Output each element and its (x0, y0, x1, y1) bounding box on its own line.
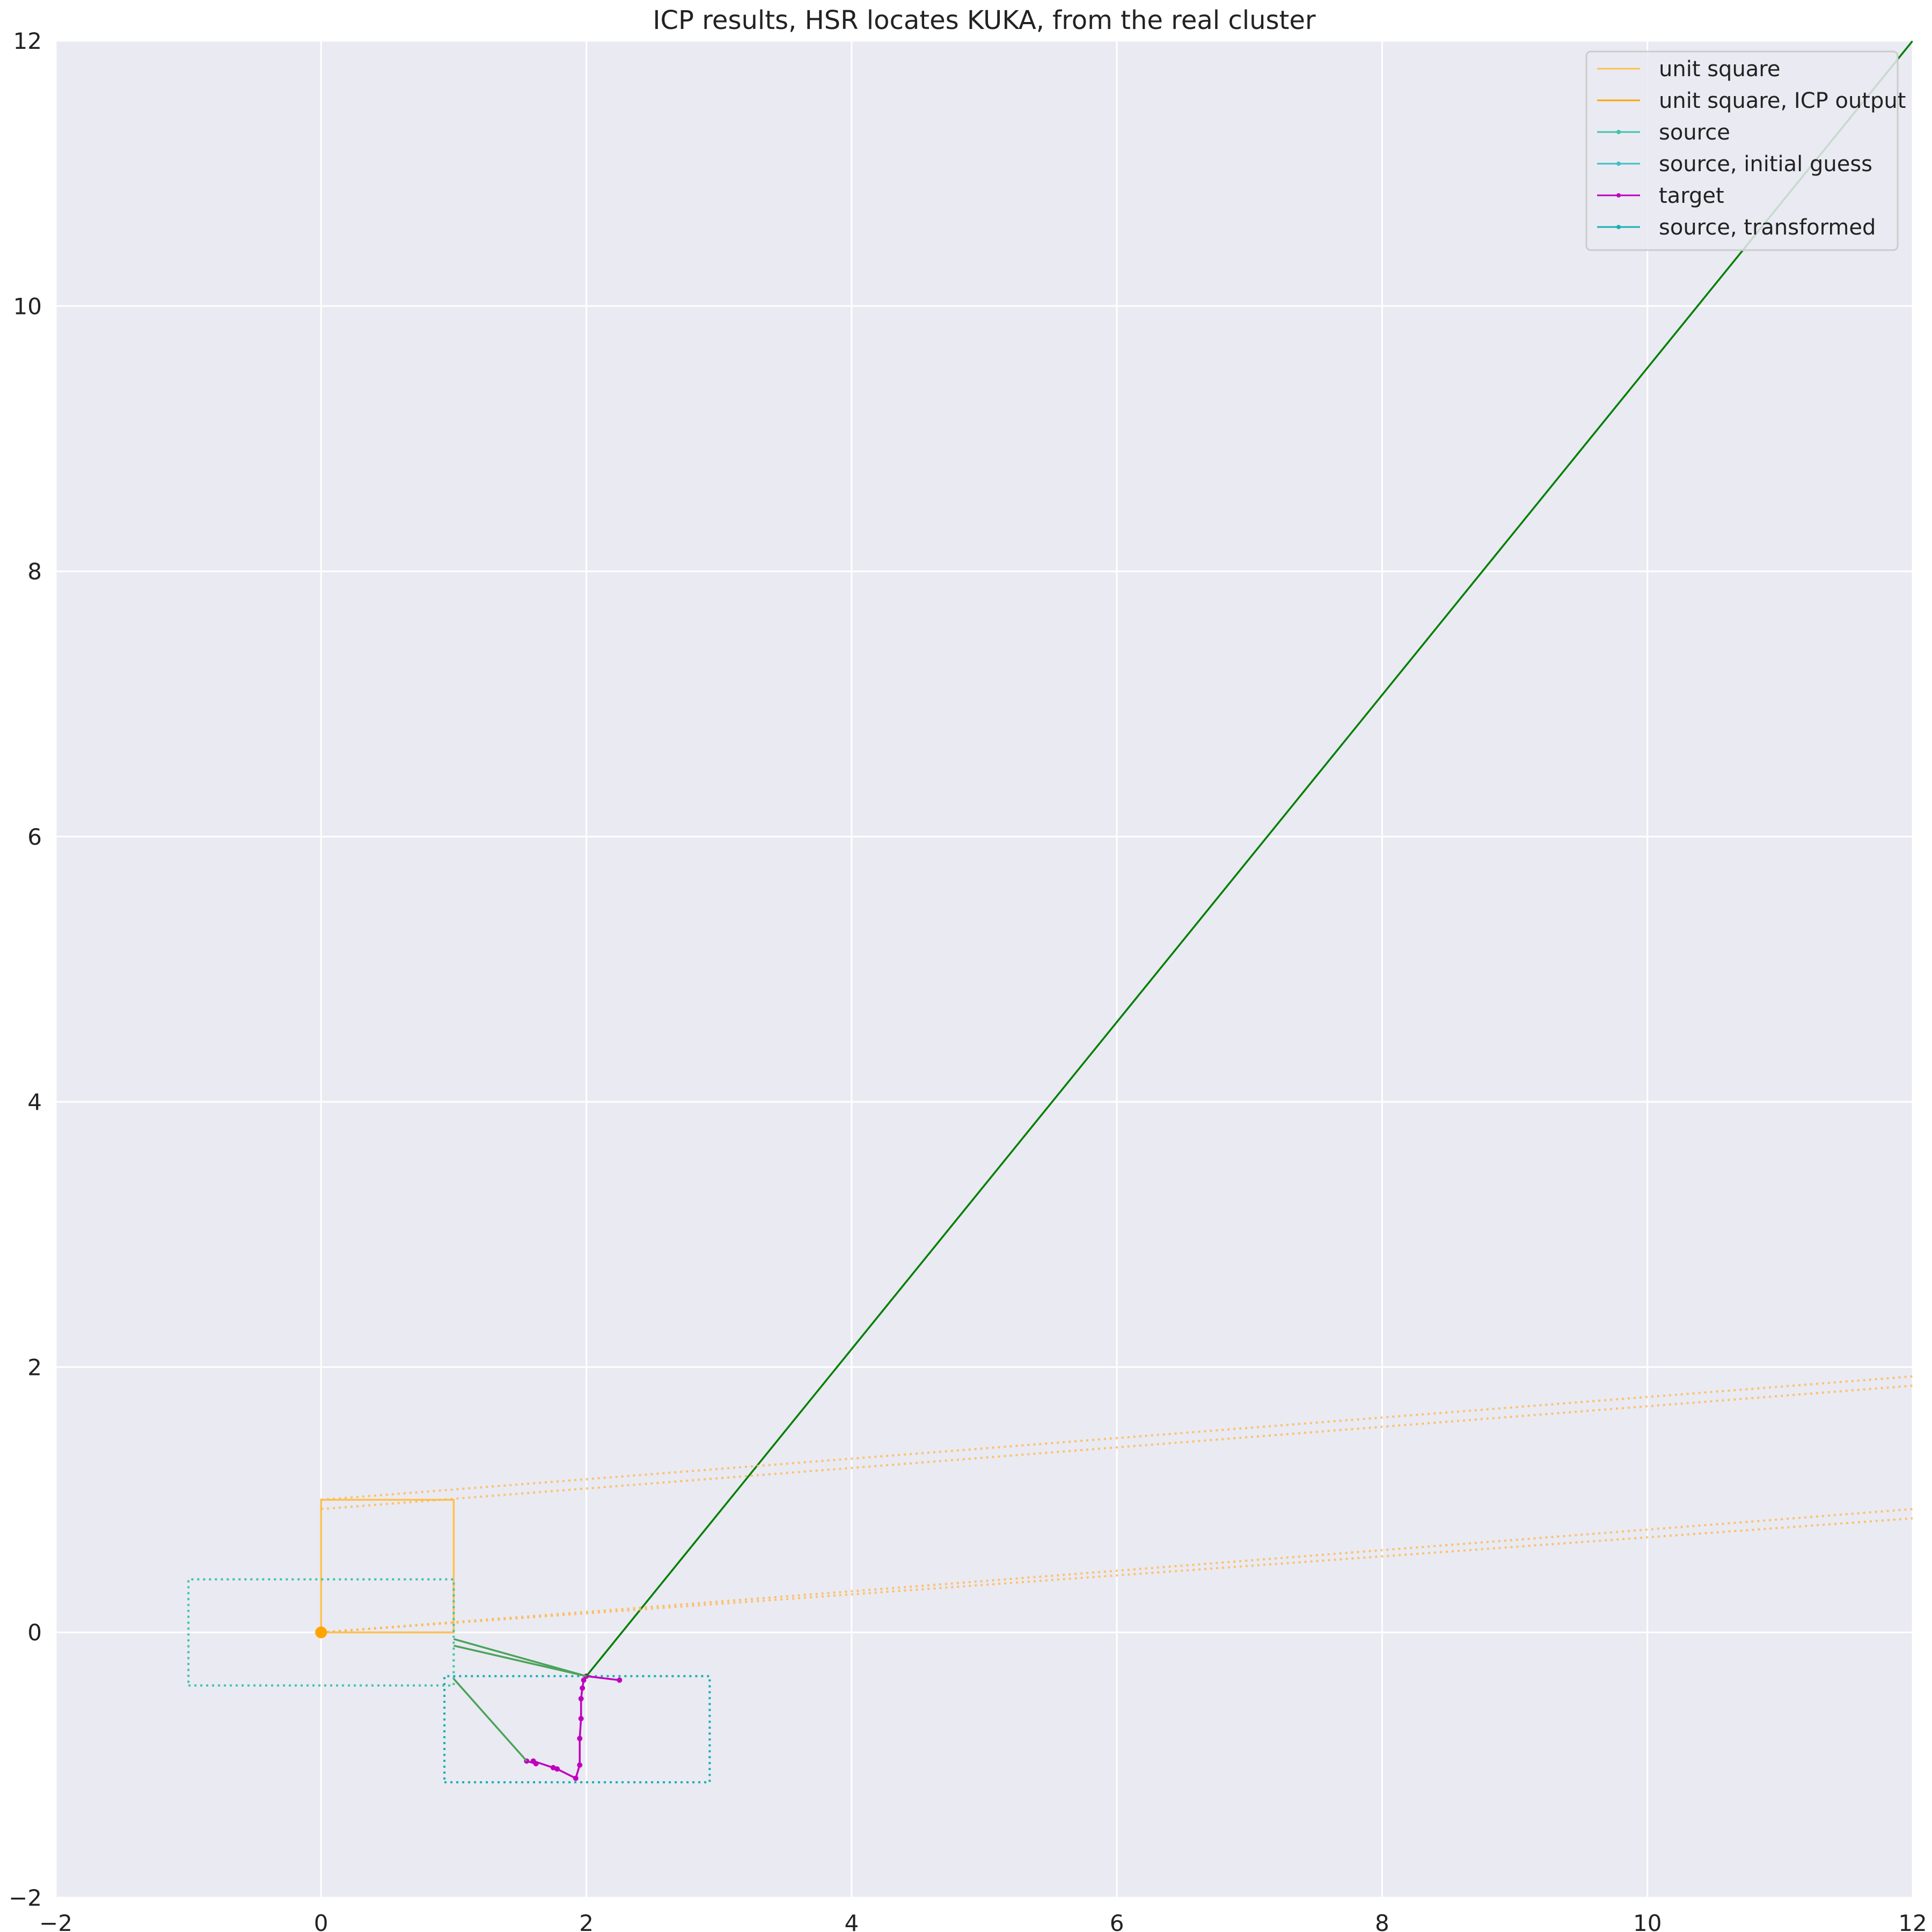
target-point (573, 1775, 579, 1781)
plot-content (187, 41, 1913, 1783)
target-point (577, 1762, 583, 1768)
x-tick-label: 4 (844, 1910, 859, 1932)
legend-label: unit square, ICP output (1659, 89, 1906, 113)
legend-marker (1616, 193, 1621, 197)
connector-line (453, 1678, 528, 1762)
x-tick-label: 8 (1375, 1910, 1389, 1932)
legend-marker (1616, 225, 1621, 229)
y-tick-label: −2 (9, 1885, 42, 1911)
target-point (554, 1766, 560, 1772)
x-tick-label: −2 (39, 1910, 72, 1932)
x-tick-label: 2 (579, 1910, 594, 1932)
legend-label: source, initial guess (1659, 152, 1872, 177)
y-tick-label: 2 (27, 1354, 42, 1380)
target-point (578, 1716, 584, 1722)
y-tick-label: 12 (13, 28, 42, 54)
series (187, 41, 1913, 1783)
x-tick-label: 6 (1110, 1910, 1124, 1932)
legend-label: target (1659, 184, 1724, 208)
x-tick-label: 12 (1898, 1910, 1927, 1932)
grid (55, 40, 1914, 1899)
connector-line (321, 1375, 1913, 1501)
x-tick-label: 0 (314, 1910, 328, 1932)
plot-area (56, 41, 1913, 1898)
target-point (617, 1677, 623, 1683)
connector-line (453, 1644, 587, 1678)
legend-label: source (1659, 120, 1730, 145)
y-tick-label: 8 (27, 559, 42, 585)
origin-point (315, 1626, 327, 1638)
y-tick-label: 0 (27, 1620, 42, 1646)
legend-marker (1616, 130, 1621, 134)
target-point (578, 1696, 584, 1702)
target-point (580, 1685, 586, 1691)
legend-label: unit square (1659, 57, 1780, 82)
connector-line (453, 1638, 587, 1677)
target-point (581, 1677, 587, 1683)
connector-line (321, 1507, 1913, 1634)
legend-marker (1616, 162, 1621, 166)
connector-line (586, 41, 1913, 1677)
chart-title: ICP results, HSR locates KUKA, from the … (653, 5, 1316, 35)
unit-square-line (320, 1498, 455, 1634)
target-point (530, 1758, 536, 1764)
y-tick-label: 6 (27, 824, 42, 850)
connector-line (321, 1517, 1913, 1634)
legend-label: source, transformed (1659, 215, 1876, 240)
legend-box (1585, 50, 1899, 251)
connector-line (321, 1385, 1913, 1510)
y-tick-label: 10 (13, 293, 42, 319)
target-point (577, 1736, 583, 1741)
tick-labels: −2 0 2 4 6 8 10 12 −2 0 2 4 6 8 10 12 (9, 28, 1927, 1932)
y-tick-label: 4 (27, 1089, 42, 1115)
x-tick-label: 10 (1633, 1910, 1662, 1932)
legend: unit square unit square, ICP output source… (1585, 50, 1906, 251)
